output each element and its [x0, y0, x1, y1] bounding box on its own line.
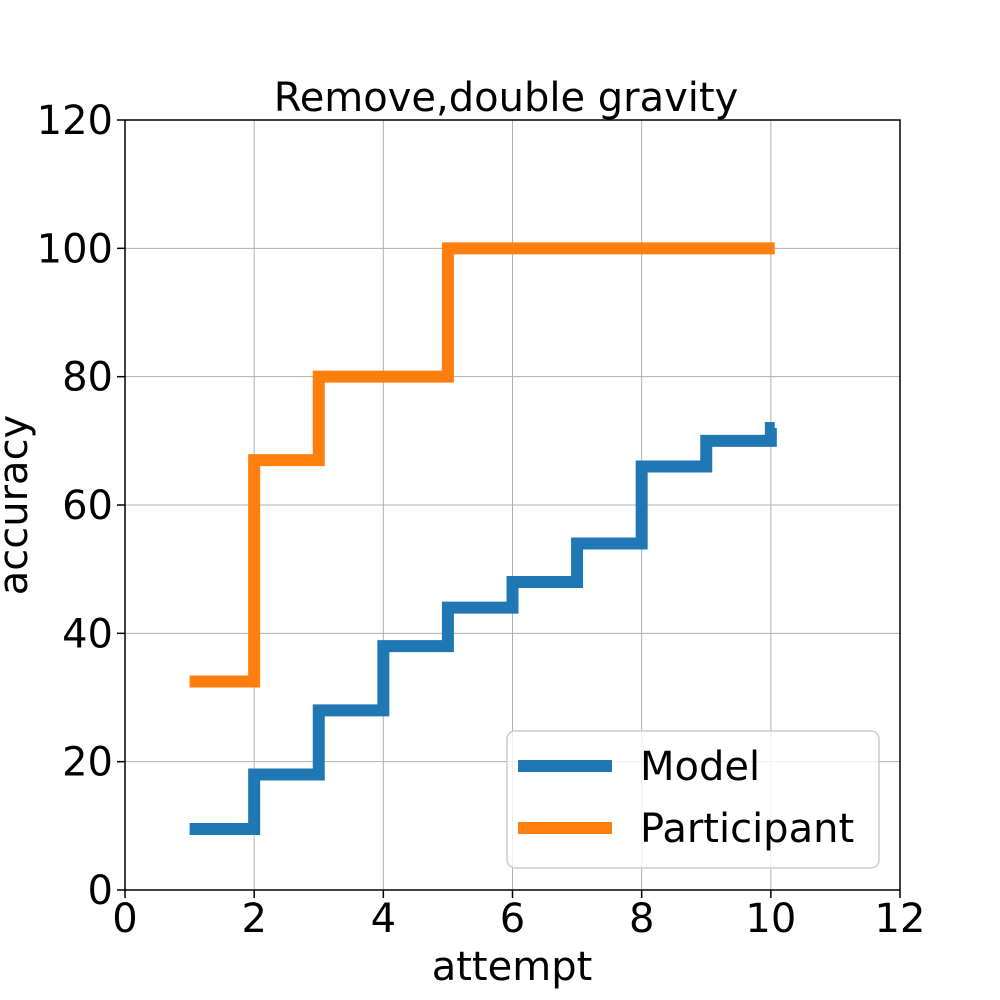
x-tick-label: 0 — [112, 896, 137, 942]
chart-title: Remove,double gravity — [274, 75, 739, 121]
x-tick-label: 6 — [500, 896, 525, 942]
y-tick-label: 20 — [62, 740, 113, 786]
y-tick-label: 80 — [62, 355, 113, 401]
legend: Model Participant — [506, 730, 880, 869]
x-tick-label: 10 — [745, 896, 796, 942]
y-tick-label: 40 — [62, 611, 113, 657]
x-tick-label: 2 — [241, 896, 266, 942]
x-tick-label: 4 — [371, 896, 396, 942]
y-tick-label: 100 — [37, 226, 113, 272]
series-line-participant — [189, 242, 775, 688]
legend-label-model: Model — [640, 744, 760, 790]
x-axis-label: attempt — [432, 944, 593, 990]
y-axis-label: accuracy — [0, 415, 37, 595]
x-tick-label: 8 — [629, 896, 654, 942]
series-layer — [189, 242, 777, 836]
x-tick-label: 12 — [875, 896, 926, 942]
y-tick-label: 120 — [37, 98, 113, 144]
series-line-model — [189, 422, 777, 836]
y-tick-label: 0 — [88, 868, 113, 914]
y-tick-label: 60 — [62, 483, 113, 529]
legend-label-participant: Participant — [640, 806, 854, 852]
